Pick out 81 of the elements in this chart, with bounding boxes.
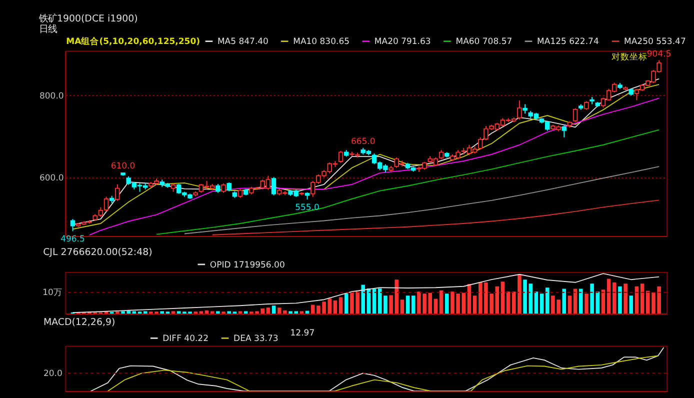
annotation: 610.0 [110,162,136,172]
annotation: 对数坐标 [612,51,648,62]
legend-label: OPID 1719956.00 [210,260,285,270]
bar [400,300,404,314]
bar [338,297,343,314]
bar [606,278,611,314]
candlestick [562,125,566,138]
bar [216,311,220,314]
annotation: 555.0 [295,202,320,213]
bar [562,288,566,314]
candlestick [70,218,76,232]
candlestick [271,176,276,196]
bar [434,298,438,314]
line-series [184,166,660,234]
bar [372,288,376,314]
annotation: 496.5 [60,234,85,245]
bar [160,311,164,314]
bar [244,311,248,314]
candlestick [115,184,120,202]
bar [406,296,410,314]
bar [640,284,644,314]
bar [439,290,444,314]
chart-title: CJL 2766620.00(52:48) [43,246,152,258]
bar [545,288,550,314]
chart-title: 铁矿1900(DCE i1900) [38,13,138,24]
bar [361,284,366,314]
legend-label: MA5 847.40 [217,37,268,48]
bar [176,311,181,314]
candlestick [338,150,344,164]
bar [534,292,538,314]
y-tick-label: 600.0 [39,173,64,184]
candlestick [221,182,226,194]
bar [444,294,449,314]
bar [143,311,148,314]
bar [612,282,616,314]
bar [601,290,606,314]
legend-label: MA125 622.74 [537,37,599,48]
bar [199,311,204,314]
line-series [212,200,660,236]
bar [568,296,572,314]
legend-title: MA组合(5,10,20,60,125,250) [66,36,200,48]
bar [540,294,544,314]
text: 12.97 [290,328,315,338]
candlestick [517,100,522,120]
annotation: 665.0 [350,137,376,148]
legend-label: MA250 553.47 [624,37,686,48]
chart-subtitle: 日线 [38,24,57,35]
bar [618,286,622,314]
candlestick [572,108,578,123]
y-tick-label: 800.0 [39,92,64,102]
bar [333,300,338,314]
annotation: 904.5 [646,49,672,60]
legend-label: MA60 708.57 [456,37,512,48]
legend-label: MA20 791.63 [374,37,431,48]
legend-label: DEA 33.73 [234,334,278,344]
bar [578,288,583,314]
bar [227,311,231,314]
bar [210,311,214,314]
candlestick [438,150,444,160]
bar [238,311,242,314]
bar [344,294,348,314]
line-series [156,129,660,235]
bar [629,296,634,314]
ref-line-label: 10万 [42,288,62,298]
bar [171,311,176,314]
legend-label: DIFF 40.22 [162,334,208,344]
bar [272,306,276,314]
bar [300,311,304,314]
bar [266,308,270,314]
bar [472,296,477,314]
text: 20.0 [43,369,62,380]
candlestick [238,188,243,198]
bar [624,284,628,314]
bar [506,292,510,314]
bar [411,296,416,314]
bar [132,311,136,314]
bar [584,294,588,314]
bar [500,282,505,314]
candlestick [522,104,528,114]
chart-title: MACD(12,26,9) [43,316,116,328]
legend-label: MA10 830.65 [293,37,350,48]
